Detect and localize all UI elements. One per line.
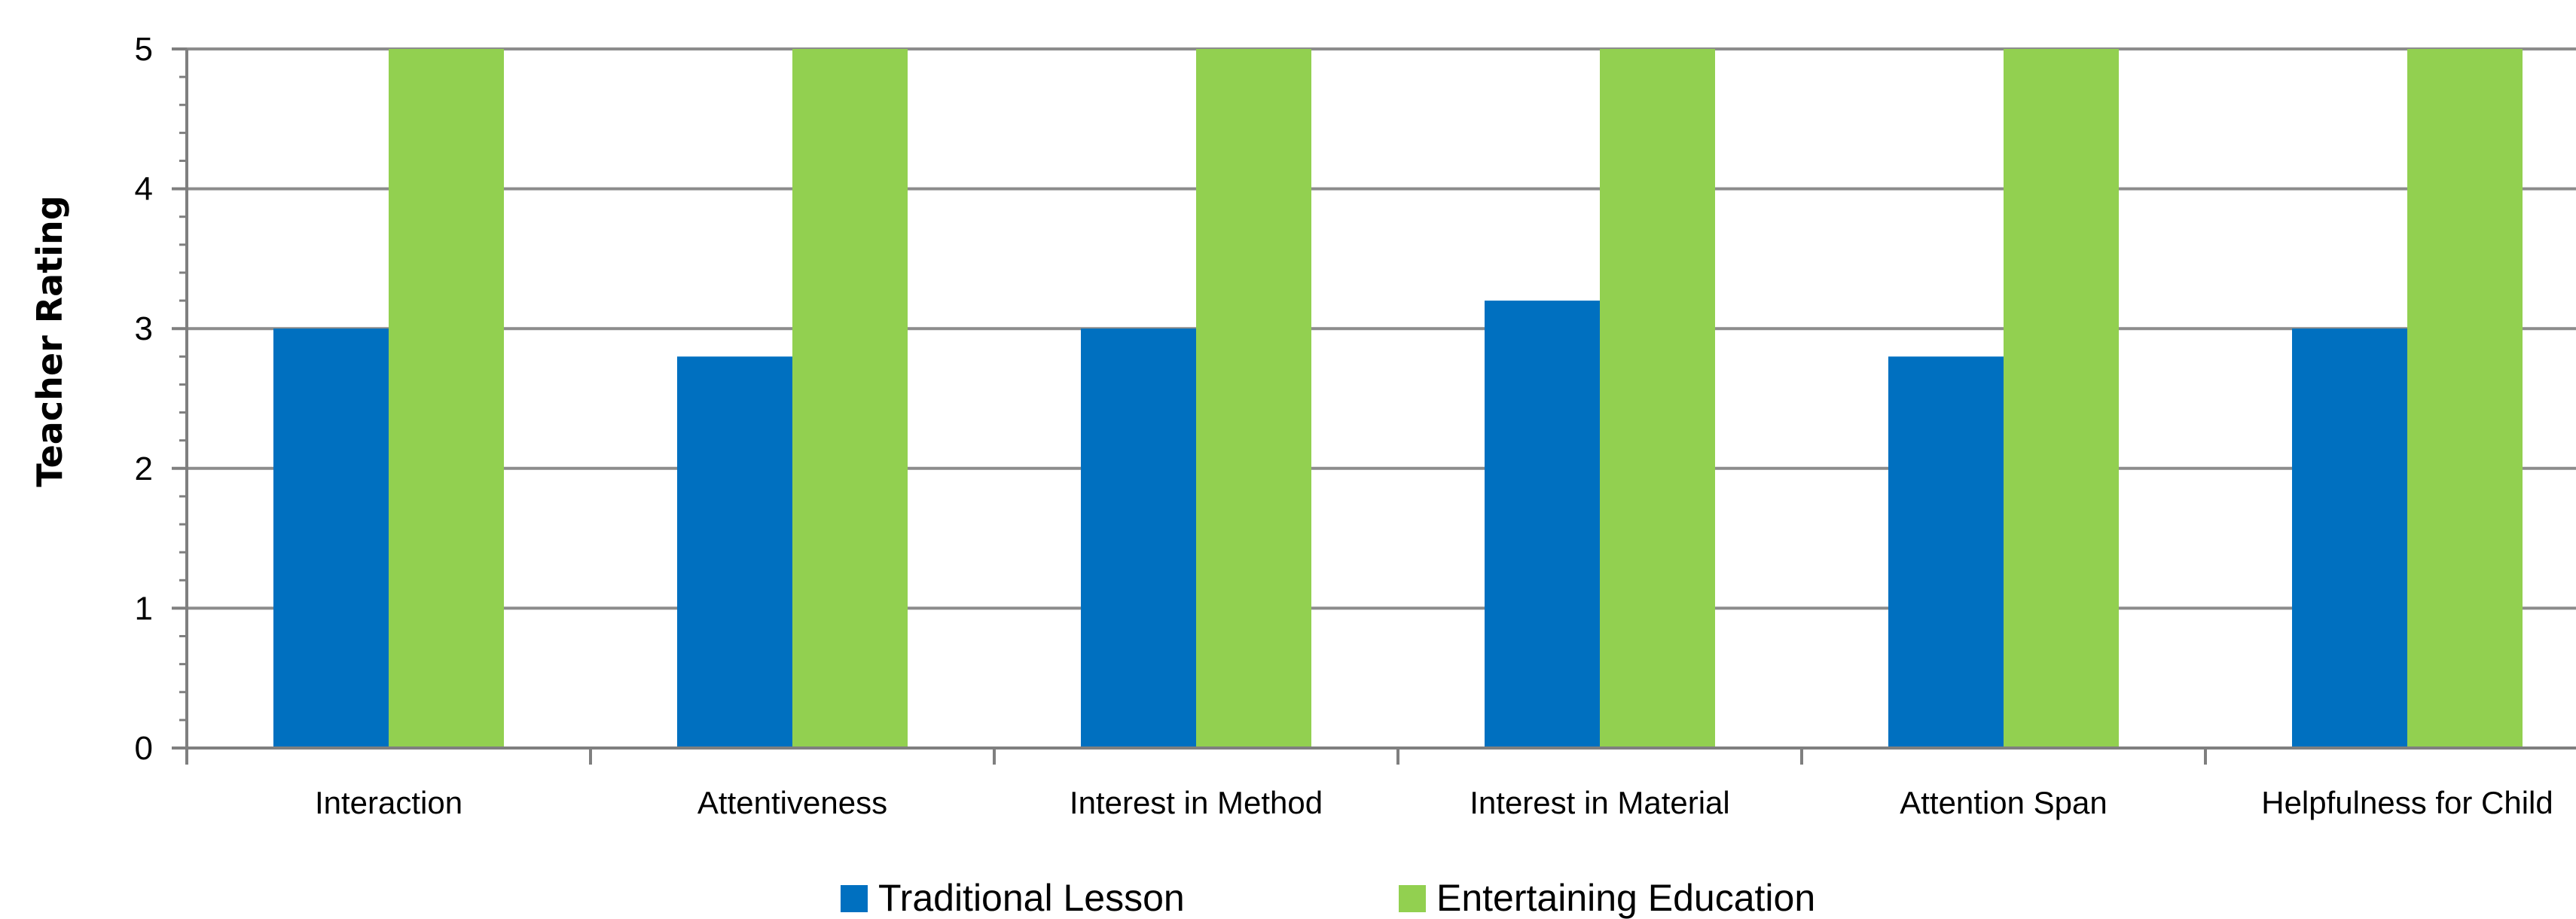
bar-entertaining-education (2407, 49, 2523, 748)
gridlines (187, 47, 2576, 610)
x-category-label: Interaction (315, 785, 462, 820)
labels: 0 1 2 3 4 5 Interaction Attentiveness Interest i… (135, 31, 2553, 820)
y-tick-label: 0 (135, 730, 153, 767)
bar-traditional-lesson (1888, 356, 2004, 748)
bar-entertaining-education (2004, 49, 2119, 748)
bar-traditional-lesson (1485, 301, 1600, 749)
x-category-label: Interest in Material (1470, 785, 1729, 820)
bar-entertaining-education (1600, 49, 1715, 748)
bar-traditional-lesson (273, 328, 389, 748)
y-tick-label: 2 (135, 450, 153, 487)
bar-traditional-lesson (677, 356, 792, 748)
bar-entertaining-education (1196, 49, 1311, 748)
x-category-label: Interest in Method (1070, 785, 1323, 820)
bar-traditional-lesson (1081, 328, 1196, 748)
y-tick-label: 3 (135, 310, 153, 347)
y-tick-label: 5 (135, 31, 153, 68)
legend: Traditional Lesson Entertaining Education (841, 877, 1815, 919)
y-tick-label: 1 (135, 590, 153, 627)
bars (273, 49, 2523, 749)
axes (172, 47, 2576, 765)
bar-entertaining-education (389, 49, 504, 748)
y-tick-label: 4 (135, 171, 153, 208)
legend-label: Traditional Lesson (878, 877, 1185, 919)
legend-swatch (1399, 885, 1426, 912)
x-category-label: Attention Span (1900, 785, 2107, 820)
y-axis-title: Teacher Rating (29, 195, 70, 487)
bar-entertaining-education (792, 49, 908, 748)
x-category-label: Helpfulness for Child (2261, 785, 2553, 820)
bar-traditional-lesson (2292, 328, 2407, 748)
x-category-label: Attentiveness (697, 785, 887, 820)
legend-label: Entertaining Education (1436, 877, 1815, 919)
legend-swatch (841, 885, 868, 912)
